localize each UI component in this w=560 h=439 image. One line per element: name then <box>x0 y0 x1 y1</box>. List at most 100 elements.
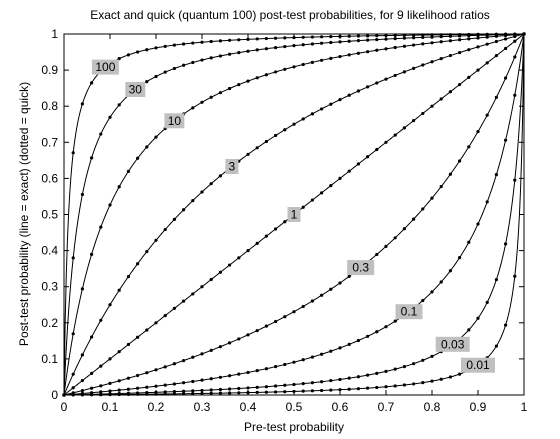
quick-point-lr-3 <box>145 250 149 254</box>
quick-point-lr-1 <box>356 162 360 166</box>
curve-label-text: 0.03 <box>441 337 465 351</box>
quick-point-lr-100 <box>237 38 241 42</box>
curve-label-background <box>347 260 375 276</box>
quick-point-lr-0.1 <box>301 358 305 362</box>
quick-point-lr-3 <box>494 39 498 44</box>
quick-point-lr-3 <box>99 318 103 322</box>
quick-point-lr-0.1 <box>393 319 397 323</box>
quick-point-lr-3 <box>126 274 130 279</box>
quick-point-lr-3 <box>412 66 416 70</box>
quick-point-lr-0.3 <box>476 129 480 134</box>
quick-point-lr-3 <box>255 146 259 150</box>
quick-point-lr-0.1 <box>421 298 425 303</box>
quick-point-lr-30 <box>329 40 333 45</box>
quick-point-lr-0.01 <box>228 391 232 395</box>
quick-point-lr-0.1 <box>320 352 324 356</box>
quick-point-lr-0.3 <box>191 355 195 359</box>
quick-point-lr-1 <box>172 306 176 310</box>
x-tick-label: 0 <box>61 400 68 414</box>
quick-point-lr-100 <box>154 46 158 50</box>
quick-point-lr-0.3 <box>329 287 333 291</box>
curve-label-lr-100: 100 <box>91 59 119 75</box>
quick-point-lr-3 <box>513 34 517 39</box>
quick-point-lr-0.3 <box>136 373 140 378</box>
quick-point-lr-0.01 <box>218 391 222 395</box>
quick-point-lr-0.01 <box>136 392 140 396</box>
quick-point-lr-1 <box>412 119 416 123</box>
curve-label-background <box>287 207 301 222</box>
quick-point-lr-0.3 <box>117 379 121 383</box>
quick-point-lr-10 <box>384 47 388 51</box>
quick-point-lr-0.1 <box>347 342 351 346</box>
quick-point-lr-0.3 <box>237 337 241 341</box>
y-axis-ticks: 0 0.1 0.2 0.3 0.4 0.5 0.6 0.7 0.8 0.9 1 <box>41 27 524 402</box>
quick-point-lr-0.01 <box>329 388 333 392</box>
quick-point-lr-0.1 <box>163 383 167 387</box>
quick-point-lr-1 <box>246 249 250 253</box>
y-tick-label: 0.1 <box>41 352 58 366</box>
quick-point-lr-1 <box>448 90 452 94</box>
quick-point-lr-0.3 <box>448 172 452 176</box>
y-tick-label: 1 <box>51 27 58 41</box>
quick-point-lr-100 <box>80 102 84 106</box>
quick-point-lr-0.3 <box>393 236 397 240</box>
quick-point-lr-10 <box>467 37 471 41</box>
quick-point-lr-0.1 <box>375 330 379 334</box>
quick-point-lr-3 <box>301 117 305 121</box>
quick-point-lr-0.03 <box>485 300 489 304</box>
quick-point-lr-0.03 <box>467 328 471 332</box>
quick-point-lr-1 <box>430 104 434 108</box>
quick-point-lr-0.3 <box>458 159 462 163</box>
quick-point-lr-0.03 <box>191 389 195 393</box>
quick-point-lr-30 <box>246 49 250 53</box>
quick-point-lr-1 <box>504 46 508 51</box>
quick-point-lr-10 <box>136 156 140 160</box>
quick-point-lr-0.1 <box>246 370 250 375</box>
quick-point-lr-3 <box>366 85 370 89</box>
quick-point-lr-0.3 <box>384 244 388 248</box>
quick-point-lr-0.1 <box>237 372 241 376</box>
quick-point-lr-0.01 <box>182 392 186 396</box>
y-axis-label: Post-test probability (line = exact) (do… <box>17 82 31 346</box>
quick-point-lr-0.03 <box>209 388 213 392</box>
quick-point-lr-0.03 <box>402 365 406 369</box>
quick-point-lr-0.01 <box>117 392 121 397</box>
y-tick-label: 0.3 <box>41 280 58 294</box>
quick-point-lr-0.01 <box>237 391 241 395</box>
quick-point-lr-3 <box>274 133 278 138</box>
quick-point-lr-1 <box>301 205 305 209</box>
quick-point-lr-30 <box>458 34 462 38</box>
quick-point-lr-10 <box>412 43 416 47</box>
quick-point-lr-0.1 <box>172 382 176 386</box>
quick-point-lr-0.03 <box>430 354 434 358</box>
x-tick-label: 0.1 <box>102 400 119 414</box>
quick-point-lr-10 <box>393 45 397 50</box>
quick-point-lr-0.3 <box>145 371 149 375</box>
quick-point-lr-0.1 <box>513 93 517 97</box>
quick-point-lr-0.1 <box>329 349 333 353</box>
quick-point-lr-1 <box>90 371 94 375</box>
quick-point-lr-10 <box>320 58 324 62</box>
quick-point-lr-1 <box>458 82 462 87</box>
quick-point-lr-0.1 <box>191 379 195 384</box>
quick-point-lr-10 <box>421 42 425 46</box>
quick-point-lr-0.3 <box>209 348 213 352</box>
quick-point-lr-30 <box>310 42 314 46</box>
quick-point-lr-0.01 <box>274 390 278 394</box>
quick-point-lr-0.03 <box>347 376 351 380</box>
quick-point-lr-30 <box>439 35 443 39</box>
quick-point-lr-30 <box>117 103 121 107</box>
quick-point-lr-0.3 <box>264 324 268 328</box>
quick-point-lr-0.03 <box>338 377 342 382</box>
quick-point-lr-100 <box>126 53 130 57</box>
quick-point-lr-100 <box>393 33 397 38</box>
quick-point-lr-0.03 <box>329 379 333 383</box>
curve-label-text: 100 <box>95 60 115 74</box>
quick-point-lr-10 <box>264 73 268 77</box>
quick-point-lr-0.3 <box>485 113 489 117</box>
x-tick-label: 0.7 <box>378 400 395 414</box>
quick-point-lr-0.3 <box>274 319 278 324</box>
quick-point-lr-1 <box>402 126 406 130</box>
quick-point-lr-0.01 <box>126 392 130 397</box>
quick-point-lr-0.3 <box>126 376 130 380</box>
